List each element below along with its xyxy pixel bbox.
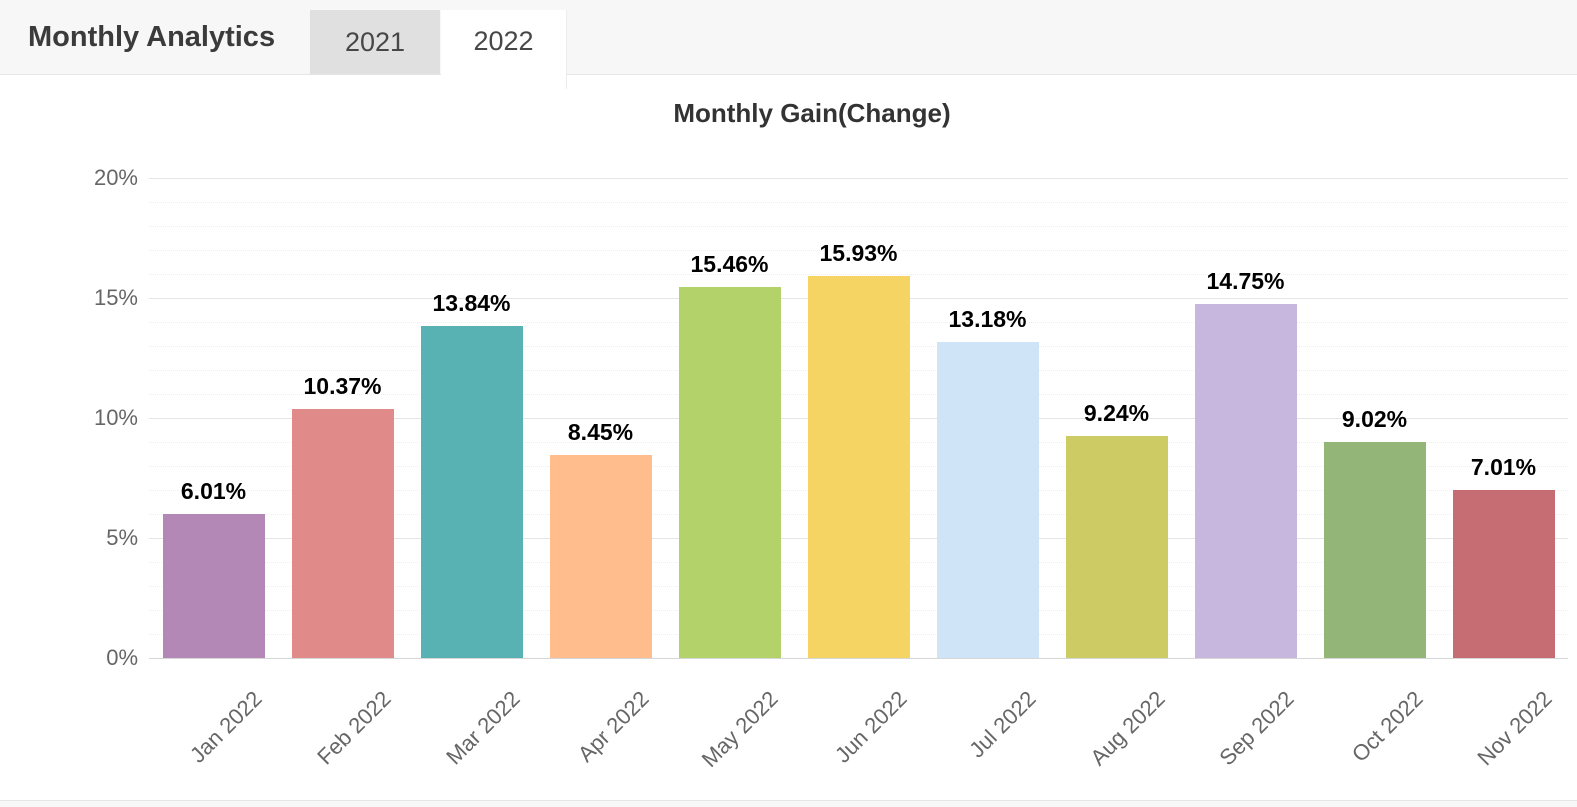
x-axis-label-sep-2022: Sep 2022 <box>1213 686 1299 771</box>
footer-divider <box>0 800 1577 807</box>
minor-gridline <box>149 226 1568 227</box>
y-tick-label: 20% <box>93 165 138 190</box>
minor-gridline <box>149 274 1568 275</box>
bar-nov-2022[interactable] <box>1452 489 1555 658</box>
bar-value-label-aug-2022: 9.24% <box>1083 400 1150 427</box>
bar-value-label-mar-2022: 13.84% <box>432 289 511 316</box>
x-axis-label-feb-2022: Feb 2022 <box>311 686 396 770</box>
bar-apr-2022[interactable] <box>549 455 652 658</box>
x-axis-label-oct-2022: Oct 2022 <box>1346 686 1428 767</box>
bar-may-2022[interactable] <box>678 286 781 658</box>
bar-aug-2022[interactable] <box>1065 436 1168 658</box>
x-axis-label-aug-2022: Aug 2022 <box>1084 686 1170 771</box>
bar-feb-2022[interactable] <box>291 409 394 658</box>
bar-oct-2022[interactable] <box>1323 441 1426 658</box>
bar-value-label-sep-2022: 14.75% <box>1206 268 1285 294</box>
bar-sep-2022[interactable] <box>1194 304 1297 658</box>
major-gridline <box>149 178 1568 179</box>
minor-gridline <box>149 202 1568 203</box>
bar-value-label-feb-2022: 10.37% <box>303 373 382 400</box>
x-axis-baseline <box>149 658 1568 659</box>
y-tick-label: 5% <box>106 525 138 550</box>
bar-mar-2022[interactable] <box>420 325 523 658</box>
x-axis-label-jun-2022: Jun 2022 <box>829 686 912 768</box>
chart-title: Monthly Gain(Change) <box>673 98 951 128</box>
minor-gridline <box>149 250 1568 251</box>
y-tick-label: 15% <box>93 285 138 310</box>
bar-jan-2022[interactable] <box>162 513 265 658</box>
y-tick-label: 10% <box>93 405 138 430</box>
bar-value-label-oct-2022: 9.02% <box>1341 405 1408 432</box>
header-bar: Monthly Analytics 2021 2022 <box>0 0 1577 89</box>
page-title: Monthly Analytics <box>28 21 276 53</box>
bar-value-label-nov-2022: 7.01% <box>1470 453 1537 480</box>
x-axis-label-apr-2022: Apr 2022 <box>572 686 654 767</box>
x-axis-label-jul-2022: Jul 2022 <box>963 686 1041 763</box>
x-axis-label-mar-2022: Mar 2022 <box>440 686 525 770</box>
bar-value-label-jan-2022: 6.01% <box>180 477 247 504</box>
bar-jun-2022[interactable] <box>807 275 910 658</box>
bar-value-label-may-2022: 15.46% <box>690 250 769 277</box>
bar-value-label-jul-2022: 13.18% <box>948 305 1027 332</box>
x-axis-label-nov-2022: Nov 2022 <box>1471 686 1557 771</box>
tab-2022[interactable]: 2022 <box>441 10 567 89</box>
bar-value-label-jun-2022: 15.93% <box>819 239 898 266</box>
bar-value-label-apr-2022: 8.45% <box>567 419 634 446</box>
x-axis-label-may-2022: May 2022 <box>696 686 783 773</box>
bar-jul-2022[interactable] <box>936 341 1039 658</box>
tab-2021[interactable]: 2021 <box>310 10 440 74</box>
y-tick-label: 0% <box>106 645 138 670</box>
x-axis-label-jan-2022: Jan 2022 <box>184 686 267 768</box>
